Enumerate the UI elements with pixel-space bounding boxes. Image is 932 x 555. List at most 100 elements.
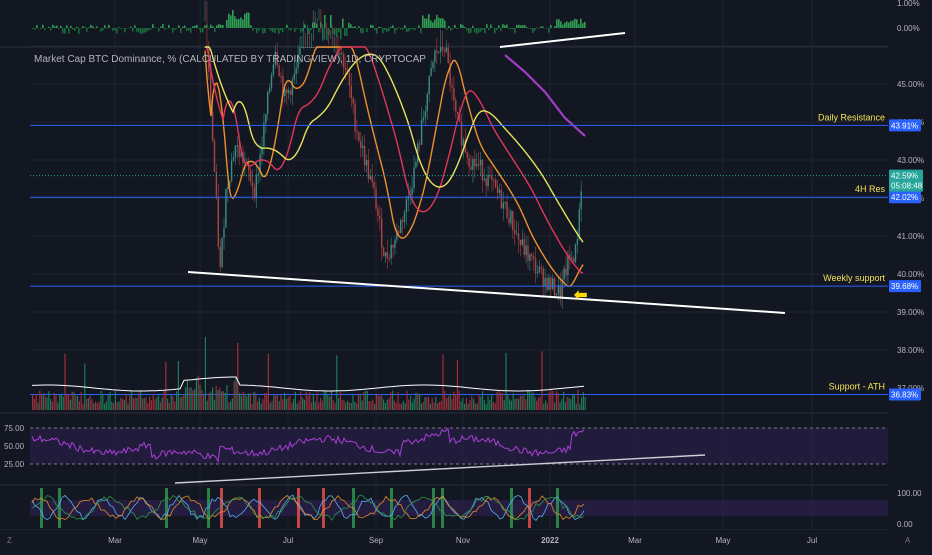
- candle-body: [455, 100, 456, 112]
- volume-bar: [448, 396, 449, 410]
- level-label: Support - ATH: [829, 381, 885, 391]
- oscillator-bar: [138, 28, 140, 33]
- volume-bar: [95, 402, 96, 410]
- volume-bar: [372, 399, 373, 410]
- volume-bar: [495, 403, 496, 410]
- oscillator-bar: [516, 25, 518, 28]
- oscillator-bar: [310, 28, 312, 31]
- volume-bar: [388, 398, 389, 410]
- volume-bar: [156, 397, 157, 410]
- oscillator-bar: [236, 19, 238, 28]
- volume-bar: [280, 395, 281, 410]
- volume-bar: [55, 395, 56, 410]
- volume-bar: [469, 400, 470, 410]
- oscillator-bar: [72, 28, 74, 30]
- candle-body: [448, 48, 449, 63]
- candle-body: [252, 182, 253, 188]
- volume-bar: [234, 381, 235, 410]
- oscillator-bar: [358, 26, 360, 28]
- volume-bar: [455, 394, 456, 410]
- oscillator-bar: [208, 28, 210, 29]
- candle-body: [377, 209, 378, 216]
- volume-bar: [111, 401, 112, 410]
- candle-body: [501, 190, 502, 209]
- oscillator-bar: [40, 28, 42, 29]
- volume-bar: [93, 403, 94, 410]
- candle-body: [391, 245, 392, 259]
- candle-body: [349, 74, 350, 86]
- volume-bar: [277, 395, 278, 410]
- oscillator-bar: [450, 28, 452, 31]
- oscillator-bar: [270, 28, 272, 31]
- volume-bar: [264, 393, 265, 410]
- oscillator-bar: [388, 28, 390, 31]
- volume-bar: [358, 393, 359, 410]
- oscillator-bar: [126, 28, 128, 29]
- oscillator-bar: [290, 28, 292, 31]
- candle-body: [548, 278, 549, 291]
- candle-body: [385, 252, 386, 256]
- volume-bar: [408, 400, 409, 410]
- oscillator-bar: [146, 28, 148, 31]
- oscillator-bar: [414, 28, 416, 30]
- oscillator-bar: [148, 28, 150, 30]
- volume-bar: [538, 398, 539, 410]
- oscillator-bar: [504, 25, 506, 28]
- oscillator-bar: [36, 25, 38, 28]
- oscillator-bar: [226, 20, 228, 28]
- oscillator-bar: [186, 28, 188, 31]
- oscillator-bar: [196, 25, 198, 28]
- oscillator-bar: [336, 28, 338, 37]
- oscillator-bar: [268, 28, 270, 29]
- volume-bar: [250, 393, 251, 410]
- oscillator-bar: [44, 28, 46, 30]
- candle-body: [415, 162, 416, 168]
- volume-bar: [138, 393, 139, 410]
- oscillator-bar: [520, 25, 522, 28]
- price-badge-text: 42.59%: [891, 172, 918, 181]
- volume-bar: [572, 395, 573, 410]
- oscillator-bar: [376, 28, 378, 34]
- volume-bar: [108, 395, 109, 410]
- oscillator-bar: [302, 28, 304, 31]
- volume-bar: [45, 396, 46, 410]
- rsi-panel: [30, 428, 888, 483]
- time-tick-label: May: [715, 536, 730, 545]
- oscillator-bar: [248, 13, 250, 28]
- candle-body: [400, 220, 401, 233]
- volume-bar: [549, 392, 550, 410]
- oscillator-bar: [56, 26, 58, 28]
- oscillator-bar: [490, 25, 492, 28]
- volume-bar: [239, 393, 240, 410]
- volume-bar: [534, 397, 535, 410]
- stoch-signal-bar: [556, 488, 559, 528]
- candle-body: [446, 48, 447, 52]
- volume-bar: [171, 395, 172, 410]
- candle-body: [273, 64, 274, 75]
- oscillator-bar: [412, 28, 414, 29]
- oscillator-bar: [446, 28, 448, 30]
- candle-body: [294, 74, 295, 79]
- volume-bar: [208, 393, 209, 410]
- candle-body: [362, 146, 363, 148]
- candle-body: [220, 247, 221, 267]
- volume-bar: [286, 399, 287, 410]
- volume-bar: [563, 392, 564, 410]
- volume-bar: [430, 404, 431, 410]
- volume-bar: [235, 377, 236, 410]
- oscillator-bar: [468, 28, 470, 34]
- candle-body: [442, 47, 443, 50]
- volume-bar: [406, 391, 407, 410]
- candle-body: [491, 176, 492, 180]
- oscillator-bar: [456, 28, 458, 29]
- volume-bar: [120, 398, 121, 410]
- candle-body: [372, 176, 373, 182]
- oscillator-bar: [136, 28, 138, 32]
- osc-tick-label: 1.00%: [897, 0, 920, 8]
- volume-bar: [158, 395, 159, 410]
- volume-bar: [392, 391, 393, 410]
- candle-body: [571, 258, 572, 259]
